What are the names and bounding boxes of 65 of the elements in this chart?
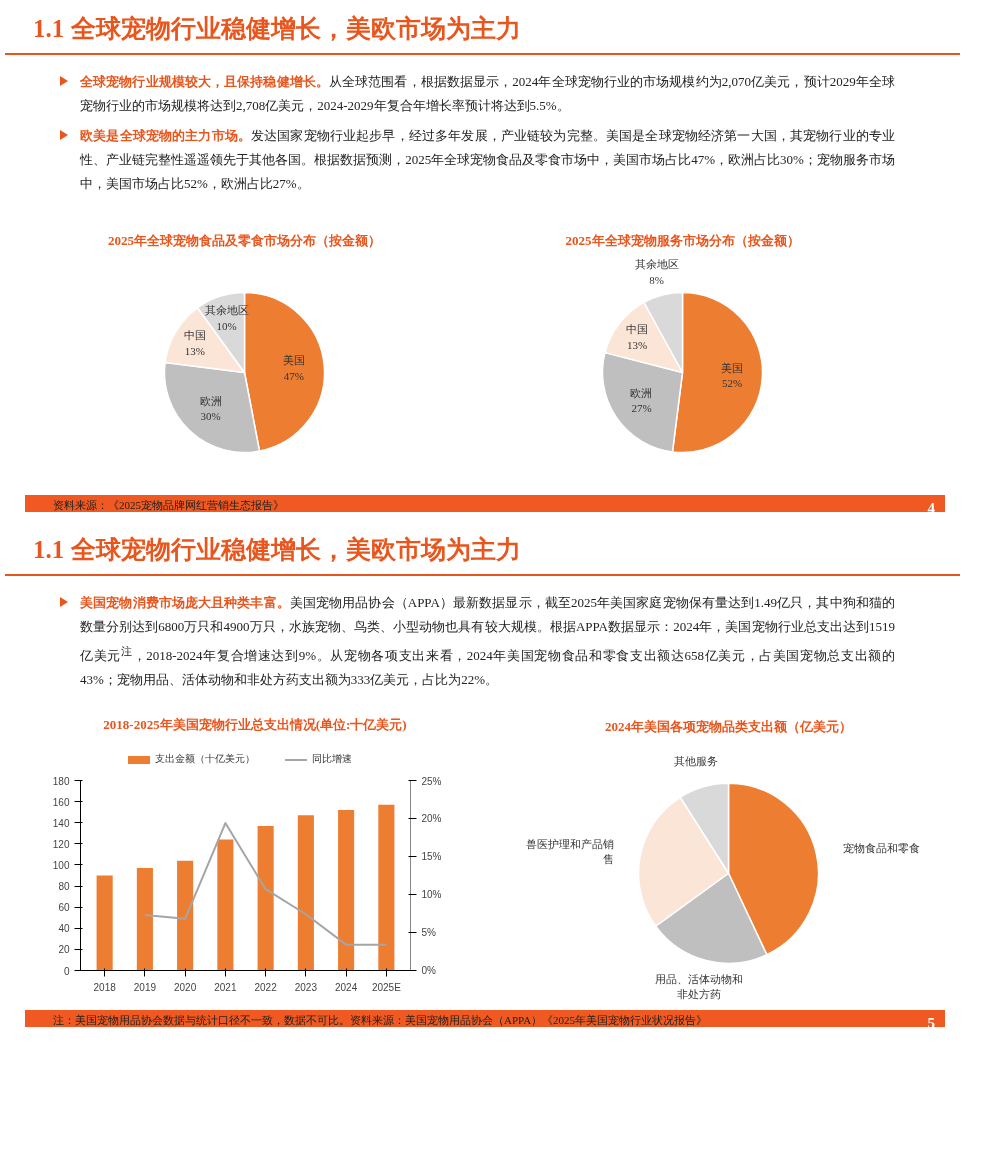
y2-tick-label: 25% <box>421 775 442 787</box>
bar <box>297 815 314 971</box>
x-tick-label: 2022 <box>254 981 278 993</box>
bar <box>177 860 194 971</box>
data-label: 30% <box>200 410 221 423</box>
y2-tick-label: 20% <box>421 813 442 824</box>
y-tick-label: 120 <box>52 838 70 850</box>
chart-title: 2025年全球宠物服务市场分布（按金额） <box>565 232 800 248</box>
x-tick-label: 2025E <box>371 981 402 993</box>
text: 1.1 全球宠物行业稳健增长，美欧市场为主力 <box>5 5 960 55</box>
text: 资料来源：《2025宠物品牌网红营销生态报告》 <box>53 499 284 511</box>
x-tick-label: 2018 <box>93 981 117 993</box>
slice-label: 宠物食品和零食 <box>842 841 920 854</box>
bar <box>378 804 395 971</box>
y-tick-label: 80 <box>58 881 70 893</box>
x-tick-label: 2023 <box>294 981 318 993</box>
data-label: 27% <box>631 402 652 415</box>
x-tick-label: 2021 <box>214 981 237 993</box>
y-tick-label: 60 <box>58 902 70 914</box>
legend-label: 同比增速 <box>311 753 352 764</box>
slice-label: 其余地区 <box>634 257 679 270</box>
text: 1.1 全球宠物行业稳健增长，美欧市场为主力 <box>5 526 960 576</box>
chart-title: 2024年美国各项宠物品类支出额（亿美元） <box>605 718 852 734</box>
bar <box>257 825 274 971</box>
slice-label: 美国 <box>721 361 743 374</box>
data-label: 52% <box>721 377 743 390</box>
chart-title: 2018-2025年美国宠物行业总支出情况(单位:十亿美元) <box>102 716 408 734</box>
line-series <box>143 822 388 946</box>
x-tick-label: 2024 <box>334 981 358 993</box>
y-tick-label: 140 <box>52 817 70 829</box>
y2-tick-label: 0% <box>421 965 437 976</box>
bar <box>96 875 113 971</box>
bar <box>338 810 355 971</box>
bar <box>217 839 234 971</box>
data-label: 10% <box>216 319 237 332</box>
legend-label: 支出金额（十亿美元） <box>154 753 255 764</box>
y2-tick-label: 5% <box>421 927 437 938</box>
y2-tick-label: 10% <box>421 889 442 900</box>
text: 美国宠物消费市场庞大且种类丰富。 <box>80 595 290 610</box>
y-tick-label: 180 <box>52 775 70 787</box>
y-tick-label: 20 <box>58 944 70 956</box>
text: 全球宠物行业规模较大，且保持稳健增长。 <box>80 74 329 89</box>
chart-title: 2025年全球宠物食品及零食市场分布（按金额） <box>108 232 381 248</box>
y-tick-label: 160 <box>52 796 70 808</box>
x-tick-label: 2019 <box>133 981 157 993</box>
y-tick-label: 0 <box>63 965 70 977</box>
slice-label: 其他服务 <box>673 755 718 768</box>
data-label: 13% <box>184 344 206 357</box>
slice-label: 欧洲 <box>199 394 222 407</box>
data-label: 47% <box>283 369 304 382</box>
slice-label: 中国 <box>625 323 648 336</box>
data-label: 13% <box>626 339 648 351</box>
text: 欧美是全球宠物的主力市场。 <box>80 128 252 143</box>
y2-tick-label: 15% <box>421 851 442 862</box>
data-label: 8% <box>649 273 664 286</box>
y-tick-label: 40 <box>58 923 70 935</box>
slice-label: 兽医护理和产品销售 <box>525 837 614 866</box>
bar <box>136 868 153 971</box>
slice-label: 欧洲 <box>630 386 653 399</box>
y-tick-label: 100 <box>52 859 70 871</box>
slice-label: 用品、活体动物和非处方药 <box>655 972 744 1001</box>
text: 注：美国宠物用品协会数据与统计口径不一致，数据不可比。资料来源：美国宠物用品协会（APPA）《2025年美国宠物行业状况报告》 <box>53 1014 708 1026</box>
slice-label: 中国 <box>183 329 206 342</box>
x-tick-label: 2020 <box>174 981 197 993</box>
slice-label: 美国 <box>282 354 305 367</box>
